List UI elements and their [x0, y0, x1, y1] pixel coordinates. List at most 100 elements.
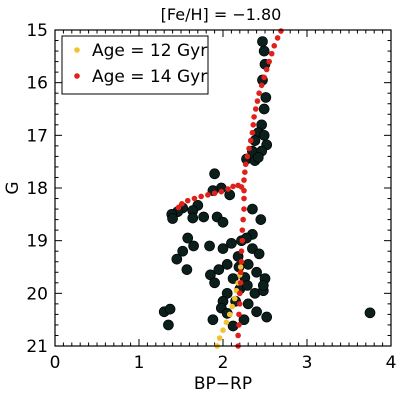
- star-point: [260, 92, 272, 103]
- star-point: [217, 243, 229, 254]
- isochrone-point: [268, 50, 275, 57]
- star-point: [251, 306, 262, 318]
- y-axis-label: G: [3, 181, 23, 194]
- isochrone-point: [226, 311, 233, 318]
- isochrone-point: [254, 98, 261, 104]
- isochrone-point: [175, 204, 182, 211]
- isochrone-point: [229, 303, 236, 310]
- isochrone-point: [238, 258, 245, 265]
- isochrone-point: [246, 145, 252, 152]
- isochrone-point: [247, 137, 254, 144]
- y-tick-label: 19: [26, 232, 48, 252]
- isochrone-point: [235, 182, 241, 189]
- star-point: [181, 264, 193, 275]
- star-point: [198, 211, 210, 223]
- isochrone-point: [244, 153, 251, 160]
- isochrone-point: [211, 190, 218, 197]
- y-tick-labels: 15 16 17 18 19 20 21: [26, 21, 48, 357]
- isochrone-point: [225, 186, 231, 192]
- isochrone-point: [216, 335, 223, 341]
- isochrone-point: [236, 311, 242, 318]
- x-tick-labels: 0 1 2 3 4: [50, 353, 397, 373]
- isochrone-point: [249, 129, 256, 136]
- x-axis-label: BP−RP: [194, 374, 252, 394]
- data-series: [158, 28, 376, 349]
- isochrone-point: [263, 66, 270, 73]
- isochrone-point: [242, 169, 248, 175]
- star-point: [257, 280, 269, 291]
- legend-label-14gyr: Age = 14 Gyr: [92, 67, 207, 87]
- isochrone-point: [236, 322, 242, 328]
- isochrone-point: [251, 114, 257, 120]
- isochrone-point: [220, 327, 226, 334]
- y-tick-label: 20: [26, 284, 48, 304]
- x-tick-label: 3: [302, 353, 313, 373]
- isochrone-point: [230, 183, 236, 190]
- star-point: [242, 298, 254, 310]
- star-point: [177, 245, 189, 257]
- isochrone-point: [179, 201, 185, 207]
- star-point: [227, 273, 239, 284]
- star-point: [258, 45, 270, 57]
- star-point: [224, 189, 236, 201]
- isochrone-point: [205, 192, 211, 198]
- isochrone-point: [241, 195, 247, 202]
- isochrone-point: [250, 122, 257, 128]
- isochrone-point: [271, 43, 278, 49]
- star-point: [187, 212, 199, 224]
- legend-label-12gyr: Age = 12 Gyr: [92, 41, 207, 61]
- isochrone-point: [258, 82, 265, 89]
- star-point: [253, 248, 265, 260]
- star-point: [364, 307, 376, 319]
- y-tick-label: 16: [26, 74, 48, 94]
- isochrone-point: [252, 106, 259, 112]
- star-point: [204, 240, 215, 252]
- star-point: [217, 216, 229, 228]
- star-point: [247, 203, 258, 215]
- isochrone-point: [237, 264, 244, 270]
- star-point: [213, 264, 225, 275]
- star-point: [238, 314, 250, 326]
- isochrone-point: [237, 301, 243, 307]
- x-tick-label: 4: [386, 353, 397, 373]
- x-tick-label: 0: [50, 353, 61, 373]
- star-point: [252, 152, 264, 163]
- y-tick-label: 17: [26, 126, 48, 146]
- isochrone-point: [240, 216, 246, 223]
- star-point: [255, 214, 267, 225]
- isochrone-e0201a: [175, 28, 284, 349]
- legend-marker-14gyr: [74, 73, 80, 79]
- isochrone-point: [235, 332, 241, 339]
- star-point: [261, 311, 273, 323]
- isochrone-point: [191, 195, 198, 202]
- isochrone-point: [278, 28, 284, 34]
- star-point: [242, 259, 254, 270]
- legend-box: [61, 35, 209, 95]
- star-point: [258, 129, 270, 141]
- isochrone-point: [237, 280, 244, 286]
- x-tick-label: 1: [134, 353, 145, 373]
- y-tick-label: 21: [26, 337, 48, 357]
- isochrone-point: [241, 177, 247, 183]
- star-point: [232, 251, 244, 262]
- isochrone-point: [274, 35, 281, 41]
- star-point: [171, 253, 183, 265]
- star-point: [257, 36, 268, 47]
- star-point: [164, 303, 176, 315]
- isochrone-point: [261, 74, 267, 81]
- star-point: [221, 259, 233, 270]
- star-point: [258, 103, 270, 115]
- isochrone-point: [256, 90, 262, 96]
- star-point: [188, 240, 199, 252]
- star-point: [251, 266, 262, 278]
- star-point: [207, 314, 219, 326]
- y-tick-label: 18: [26, 179, 48, 199]
- chart-title: [Fe/H] = −1.80: [161, 5, 282, 24]
- star-point: [167, 213, 178, 224]
- isochrone-point: [241, 206, 247, 212]
- isochrone-point: [231, 295, 238, 302]
- star-point: [242, 280, 253, 291]
- isochrone-point: [198, 193, 204, 200]
- legend: Age = 12 Gyr Age = 14 Gyr: [61, 35, 209, 95]
